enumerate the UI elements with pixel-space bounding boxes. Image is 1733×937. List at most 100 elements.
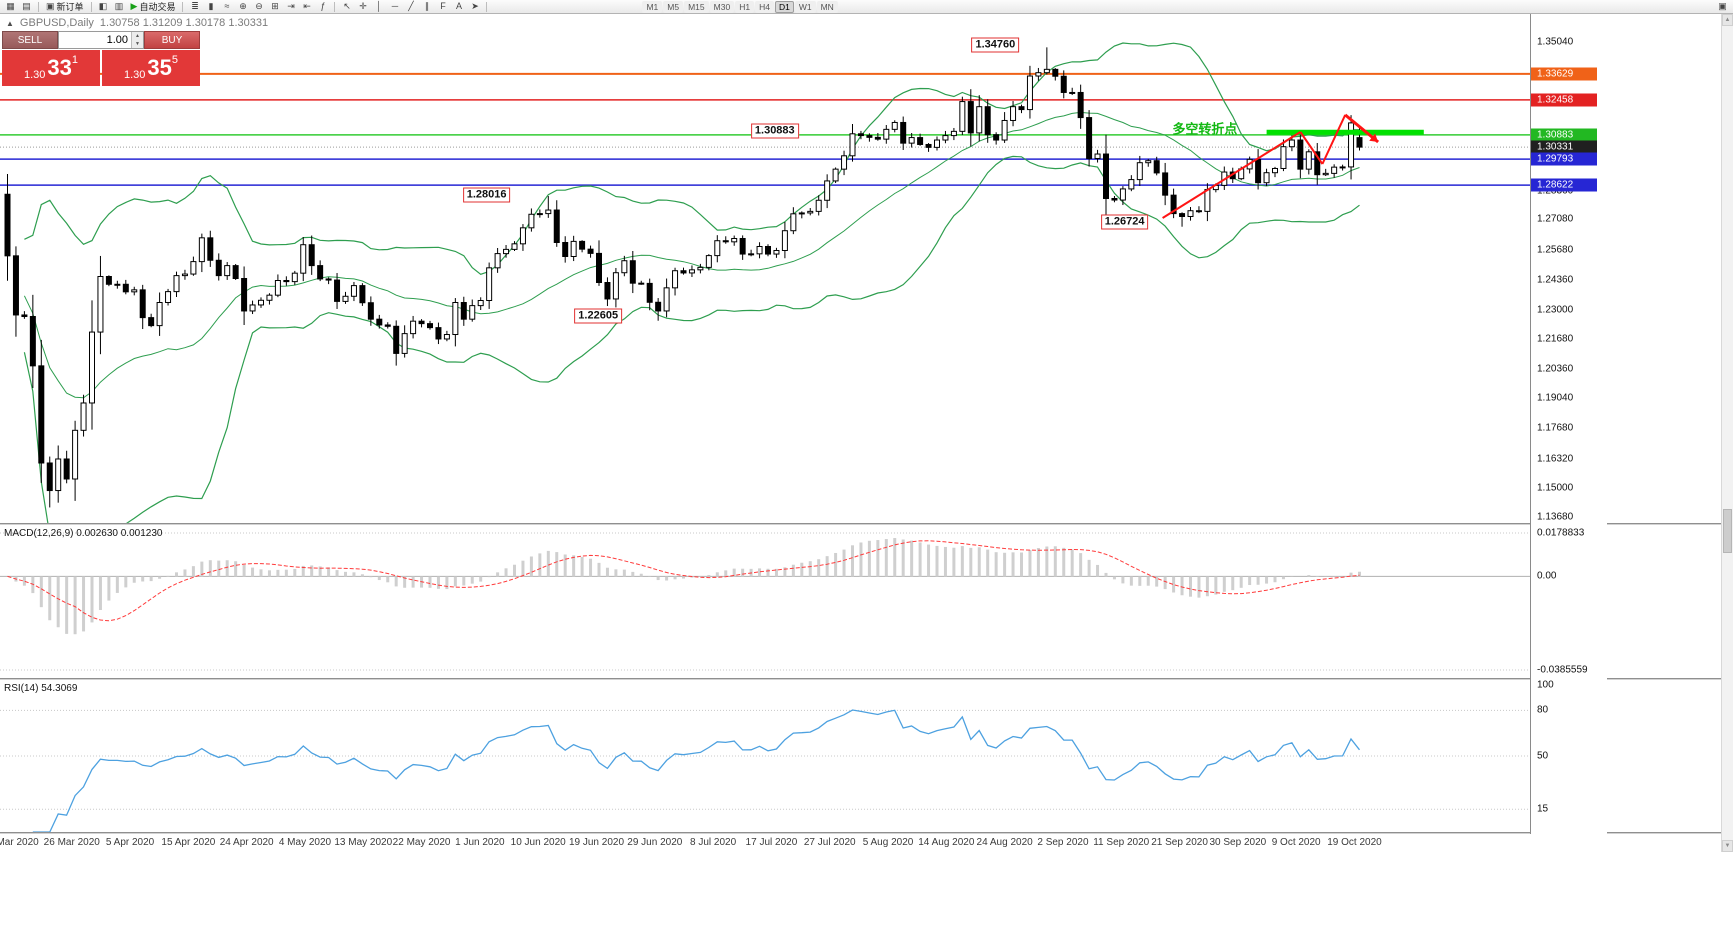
main-price-chart[interactable] xyxy=(0,14,1530,523)
trade-panel-collapse-icon[interactable]: ▲ xyxy=(6,18,14,28)
trendline-button[interactable]: ╱ xyxy=(403,0,418,13)
arrow-object-button[interactable]: ➤ xyxy=(467,0,482,13)
volume-increase-button[interactable]: ▲ xyxy=(132,32,143,40)
zoom-out-icon: ⊖ xyxy=(255,1,263,11)
price-axis[interactable]: 1.350401.283601.270801.256801.243601.230… xyxy=(1530,14,1607,834)
timeframe-h4-button[interactable]: H4 xyxy=(755,0,774,13)
price-tick: 1.23000 xyxy=(1537,304,1574,316)
panel-separator[interactable] xyxy=(0,523,1721,525)
timeframe-m15-button[interactable]: M15 xyxy=(684,0,709,13)
buy-price-display[interactable]: 1.30 35 5 xyxy=(102,50,200,86)
top-toolbar: ▦ ▤ ▣ 新订单 ◧ ▥ ▶ 自动交易 ≣ ▮ ≈ ⊕ ⊖ ⊞ ⇥ ⇤ ƒ ↖ ✛ │ ─ ╱ ∥ F A ➤ M1 M5 M15 M3… xyxy=(0,0,1733,14)
date-label: 8 Jul 2020 xyxy=(690,837,737,848)
candlestick-chart-button[interactable]: ▮ xyxy=(203,0,218,13)
price-badge: 1.33629 xyxy=(1531,67,1597,81)
rsi-axis-label: 15 xyxy=(1537,803,1549,815)
date-label: 24 Apr 2020 xyxy=(219,837,274,848)
timeframe-m1-button[interactable]: M1 xyxy=(642,0,663,13)
tile-windows-button[interactable]: ⊞ xyxy=(267,0,282,13)
scroll-up-arrow[interactable]: ▲ xyxy=(1722,14,1733,26)
price-tick: 1.13680 xyxy=(1537,511,1574,523)
timeframe-m30-button[interactable]: M30 xyxy=(709,0,735,13)
arrow-object-icon: ➤ xyxy=(471,1,479,11)
channel-button[interactable]: ∥ xyxy=(419,0,434,13)
date-label: 5 Aug 2020 xyxy=(862,837,914,848)
date-label: 5 Apr 2020 xyxy=(105,837,155,848)
autotrading-icon: ▶ xyxy=(130,1,138,11)
macd-indicator-panel[interactable] xyxy=(0,525,1530,678)
auto-scroll-button[interactable]: ⇥ xyxy=(283,0,298,13)
price-badge: 1.28622 xyxy=(1531,178,1597,192)
text-label-icon: A xyxy=(455,1,462,11)
chart-shift-button[interactable]: ⇤ xyxy=(299,0,314,13)
indicators-button[interactable]: ƒ xyxy=(315,0,330,13)
indicators-icon: ƒ xyxy=(320,1,326,11)
buy-button[interactable]: BUY xyxy=(144,31,200,49)
timeframe-mn-button[interactable]: MN xyxy=(816,0,838,13)
auto-scroll-icon: ⇥ xyxy=(287,1,295,11)
date-label: 10 Jun 2020 xyxy=(510,837,566,848)
date-axis[interactable]: 7 Mar 2020 26 Mar 2020 5 Apr 2020 15 Apr 20… xyxy=(0,835,1530,852)
fibonacci-button[interactable]: F xyxy=(435,0,450,13)
timeframe-w1-button[interactable]: W1 xyxy=(794,0,816,13)
market-watch-button[interactable]: ◧ xyxy=(96,0,111,13)
price-tick: 1.35040 xyxy=(1537,36,1574,48)
date-label: 7 Mar 2020 xyxy=(0,837,39,848)
volume-input[interactable] xyxy=(59,32,131,48)
crosshair-button[interactable]: ✛ xyxy=(355,0,370,13)
zoom-in-button[interactable]: ⊕ xyxy=(235,0,250,13)
price-badge: 1.30883 xyxy=(1531,128,1597,142)
line-chart-icon: ≈ xyxy=(224,1,230,11)
toolbar-separator xyxy=(90,1,92,12)
autotrading-button[interactable]: ▶ 自动交易 xyxy=(128,0,179,13)
bar-chart-button[interactable]: ≣ xyxy=(187,0,202,13)
macd-axis-label: -0.0385559 xyxy=(1537,664,1588,676)
autotrading-button-label: 自动交易 xyxy=(139,2,176,12)
price-tick: 1.21680 xyxy=(1537,333,1574,345)
zoom-out-button[interactable]: ⊖ xyxy=(251,0,266,13)
new-order-button[interactable]: ▣ 新订单 xyxy=(43,0,87,13)
data-window-icon: ▥ xyxy=(114,1,124,11)
toolbar-separator xyxy=(486,1,488,12)
rsi-indicator-panel[interactable] xyxy=(0,680,1530,832)
date-label: 27 Jul 2020 xyxy=(803,837,856,848)
timeframe-m5-button[interactable]: M5 xyxy=(663,0,684,13)
cursor-button[interactable]: ↖ xyxy=(339,0,354,13)
price-badge: 1.29793 xyxy=(1531,152,1597,166)
fullscreen-button[interactable]: ▣ xyxy=(1715,0,1730,13)
line-chart-button[interactable]: ≈ xyxy=(219,0,234,13)
horizontal-line-icon: ─ xyxy=(391,1,399,11)
text-label-button[interactable]: A xyxy=(451,0,466,13)
timeframe-d1-button[interactable]: D1 xyxy=(774,0,794,13)
date-label: 19 Jun 2020 xyxy=(568,837,625,848)
date-label: 14 Aug 2020 xyxy=(918,837,975,848)
trendline-icon: ╱ xyxy=(408,1,414,11)
timeframe-h1-button[interactable]: H1 xyxy=(735,0,755,13)
scrollbar-thumb[interactable] xyxy=(1723,509,1732,553)
vertical-line-icon: │ xyxy=(376,1,382,11)
cursor-icon: ↖ xyxy=(343,1,351,11)
date-label: 24 Aug 2020 xyxy=(976,837,1033,848)
price-tick: 1.25680 xyxy=(1537,244,1574,256)
vertical-scrollbar[interactable]: ▲ ▼ xyxy=(1721,14,1733,852)
rsi-axis-label: 50 xyxy=(1537,750,1549,762)
panel-separator[interactable] xyxy=(0,832,1721,834)
macd-indicator-label: MACD(12,26,9) 0.002630 0.001230 xyxy=(4,528,163,539)
toolbar-separator xyxy=(38,1,39,12)
chart-header: ▲ GBPUSD,Daily 1.30758 1.31209 1.30178 1… xyxy=(6,17,268,29)
new-chart-button[interactable]: ▦ xyxy=(3,0,18,13)
data-window-button[interactable]: ▥ xyxy=(112,0,127,13)
horizontal-line-button[interactable]: ─ xyxy=(387,0,402,13)
chart-ohlc-values: 1.30758 1.31209 1.30178 1.30331 xyxy=(99,17,269,29)
volume-decrease-button[interactable]: ▼ xyxy=(132,40,143,48)
profiles-button[interactable]: ▤ xyxy=(19,0,34,13)
scroll-down-arrow[interactable]: ▼ xyxy=(1722,840,1733,852)
sell-button[interactable]: SELL xyxy=(2,31,58,49)
panel-separator[interactable] xyxy=(0,678,1721,680)
macd-axis-label: 0.00 xyxy=(1537,570,1557,582)
vertical-line-button[interactable]: │ xyxy=(371,0,386,13)
sell-price-display[interactable]: 1.30 33 1 xyxy=(2,50,100,86)
date-label: 19 Oct 2020 xyxy=(1327,837,1382,848)
chart-shift-icon: ⇤ xyxy=(303,1,311,11)
